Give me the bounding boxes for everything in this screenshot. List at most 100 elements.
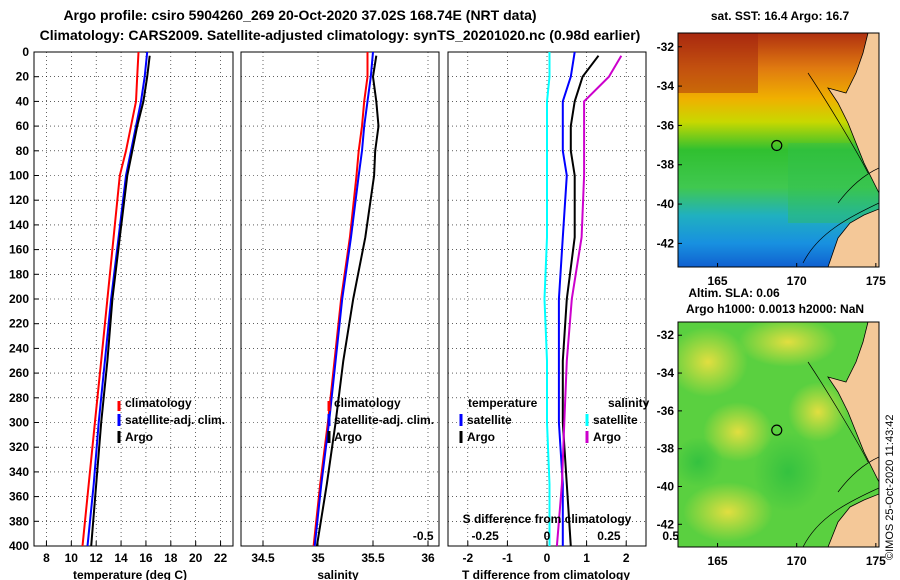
- salinity-panel: 34.5 35 35.5 36 salinity climatology satell…: [240, 51, 440, 580]
- y-tick-label: 380: [9, 514, 29, 528]
- x-tick-label: 10: [65, 551, 79, 565]
- salinity-ticks: 34.5 35 35.5 36: [251, 541, 435, 565]
- map-y-tick-label: -34: [657, 79, 675, 93]
- series-line-sal_argo: [555, 55, 623, 547]
- top-x-tick-label: -0.5: [413, 529, 434, 543]
- y-tick-label: 260: [9, 366, 29, 380]
- series-line-sal_satellite: [543, 52, 551, 546]
- series-line-climatology: [312, 52, 369, 547]
- y-tick-label: 100: [9, 169, 29, 183]
- x-tick-label: 1: [583, 551, 590, 565]
- temperature-legend: climatology satellite-adj. clim. Argo: [117, 396, 225, 444]
- difference-lines: [543, 51, 623, 547]
- sst-land-north-island: [827, 33, 879, 194]
- salinity-legend: climatology satellite-adj. clim. Argo: [327, 396, 434, 444]
- legend-label-s-satellite: satellite: [593, 413, 638, 427]
- legend-title-temperature: temperature: [468, 396, 538, 410]
- legend-label-climatology: climatology: [334, 396, 401, 410]
- x-tick-label: 14: [114, 551, 128, 565]
- series-line-climatology: [81, 51, 140, 547]
- sla-high-2: [738, 322, 838, 367]
- sst-map-panel: sat. SST: 16.4 Argo: 16.7 165 170 175 -32 -3…: [657, 9, 887, 288]
- sla-land-north-island: [827, 322, 879, 483]
- map-x-tick-label: 175: [866, 554, 886, 568]
- temperature-ticks: 8 10 12 14 16 18 20 22: [43, 541, 228, 565]
- sla-contour: [802, 361, 879, 547]
- figure-title-line2: Climatology: CARS2009. Satellite-adjuste…: [40, 27, 641, 43]
- s-difference-xlabel: S difference from climatology: [463, 512, 632, 526]
- series-line-satellite: [86, 51, 149, 547]
- y-tick-label: 180: [9, 267, 29, 281]
- y-tick-label: 20: [16, 70, 30, 84]
- t-difference-xlabel: T difference from climatology: [462, 568, 630, 580]
- difference-ticks: -2 -1 0 1 2 -0.5 -0.25 0 0.25 0.5: [413, 529, 680, 565]
- top-x-tick-label: 0.5: [662, 529, 679, 543]
- difference-legend: temperature salinity satellite Argo sate…: [459, 396, 650, 444]
- sla-low-1: [753, 432, 823, 512]
- sla-map-area: [678, 322, 879, 547]
- x-tick-label: 2: [623, 551, 630, 565]
- salinity-xlabel: salinity: [317, 568, 359, 580]
- sla-land-south-island: [827, 493, 879, 547]
- x-tick-label: 20: [189, 551, 203, 565]
- y-tick-label: 120: [9, 193, 29, 207]
- legend-label-climatology: climatology: [125, 396, 192, 410]
- legend-label-argo: Argo: [125, 430, 153, 444]
- sst-map-ticks: 165 170 175 -32 -34 -36 -38 -40 -42: [657, 40, 887, 288]
- series-line-argo: [90, 55, 151, 547]
- sst-warm-patch: [678, 33, 758, 93]
- y-tick-label: 60: [16, 119, 30, 133]
- legend-label-satellite: satellite-adj. clim.: [125, 413, 225, 427]
- sla-high-4: [788, 382, 848, 442]
- x-tick-label: -1: [502, 551, 513, 565]
- y-tick-label: 280: [9, 391, 29, 405]
- sla-map-subtitle: Argo h1000: 0.0013 h2000: NaN: [686, 302, 864, 316]
- y-tick-label: 400: [9, 539, 29, 553]
- sla-argo-marker: [771, 424, 783, 436]
- y-tick-label: 360: [9, 490, 29, 504]
- sla-map-ticks: 165 170 175 -32 -34 -36 -38 -40 -42: [657, 328, 887, 568]
- sla-high-1: [678, 327, 748, 397]
- x-tick-label: 36: [421, 551, 435, 565]
- map-y-tick-label: -42: [657, 236, 675, 250]
- figure-title-line1: Argo profile: csiro 5904260_269 20-Oct-2…: [63, 7, 536, 23]
- sst-map-title: sat. SST: 16.4 Argo: 16.7: [711, 9, 850, 23]
- map-x-tick-label: 165: [708, 554, 728, 568]
- y-tick-label: 80: [16, 144, 30, 158]
- map-y-tick-label: -32: [657, 40, 675, 54]
- y-tick-label: 220: [9, 317, 29, 331]
- top-x-tick-label: -0.25: [471, 529, 499, 543]
- difference-grid: [448, 51, 646, 547]
- y-tick-label: 340: [9, 465, 29, 479]
- map-y-tick-label: -36: [657, 118, 675, 132]
- map-y-tick-label: -40: [657, 479, 675, 493]
- sla-map-frame: [677, 321, 880, 548]
- x-tick-label: 35.5: [361, 551, 385, 565]
- y-tick-label: 160: [9, 243, 29, 257]
- sla-map-panel: Altim. SLA: 0.06 Argo h1000: 0.0013 h200…: [657, 286, 887, 568]
- depth-axis-ticks: 0 20 40 60 80 100 120 140 160 180 200 220 240 260 280 3…: [9, 45, 39, 553]
- x-tick-label: 8: [43, 551, 50, 565]
- top-x-tick-label: 0: [544, 529, 551, 543]
- x-tick-label: 22: [214, 551, 228, 565]
- y-tick-label: 300: [9, 416, 29, 430]
- legend-label-t-satellite: satellite: [467, 413, 512, 427]
- temperature-lines: [81, 51, 151, 547]
- map-y-tick-label: -32: [657, 328, 675, 342]
- map-y-tick-label: -38: [657, 158, 675, 172]
- map-x-tick-label: 170: [787, 554, 807, 568]
- series-line-argo: [315, 55, 380, 547]
- sst-map-frame: [677, 32, 880, 268]
- x-tick-label: 0: [544, 551, 551, 565]
- y-tick-label: 140: [9, 218, 29, 232]
- timestamp: ©IMOS 25-Oct-2020 11:43:42: [884, 415, 896, 560]
- x-tick-label: 35: [311, 551, 325, 565]
- map-x-tick-label: 175: [866, 274, 886, 288]
- y-tick-label: 320: [9, 440, 29, 454]
- map-y-tick-label: -34: [657, 366, 675, 380]
- map-y-tick-label: -40: [657, 197, 675, 211]
- map-x-tick-label: 170: [787, 274, 807, 288]
- x-tick-label: 16: [139, 551, 153, 565]
- salinity-grid: [241, 51, 439, 547]
- sla-map-title: Altim. SLA: 0.06: [688, 286, 780, 300]
